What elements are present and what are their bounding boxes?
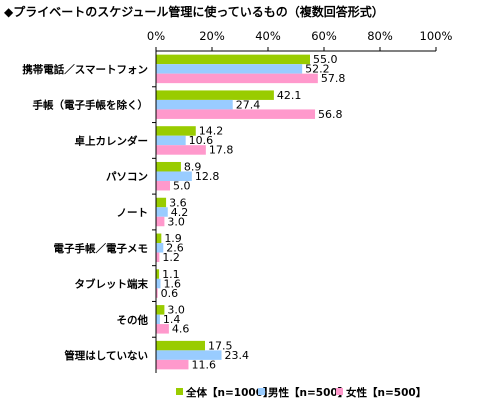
bar [156,324,169,334]
value-label: 0.6 [161,287,179,300]
value-label: 4.6 [172,323,190,336]
x-tick-label: 80% [367,29,393,43]
category-label: タブレット端末 [75,278,149,291]
value-label: 5.0 [173,179,191,192]
value-label: 56.8 [318,108,343,121]
value-label: 52.2 [305,63,330,76]
bar [156,233,162,244]
value-label: 12.8 [195,170,220,183]
value-label: 23.4 [225,349,250,362]
value-label: 1.4 [163,313,181,326]
bar [156,243,164,253]
bar [156,252,160,263]
value-label: 1.1 [162,268,180,281]
category-label: 卓上カレンダー [75,134,149,147]
category-label: 管理はしていない [64,349,148,362]
value-label: 1.9 [164,232,182,245]
x-tick-label: 60% [311,29,337,43]
bar [156,288,158,298]
value-label: 42.1 [277,89,302,102]
value-label: 2.6 [166,242,184,255]
bar [156,145,206,155]
bar [156,99,233,110]
bar [156,73,318,84]
bar [156,126,196,136]
legend-swatch [176,388,183,395]
value-label: 17.8 [209,144,234,157]
legend-swatch [258,388,265,395]
category-label: その他 [117,313,149,326]
bar [156,197,167,208]
bar [156,350,222,360]
category-label: ノート [117,207,149,219]
legend-swatch [336,388,343,395]
value-label: 3.0 [167,215,185,228]
x-tick-label: 20% [199,29,225,43]
value-label: 10.6 [189,134,214,147]
bar [156,278,161,289]
value-label: 4.2 [171,206,189,219]
bar [156,90,274,100]
category-label: 携帯電話／スマートフォン [22,63,148,76]
bar [156,359,189,370]
bar [156,305,165,315]
bar [156,161,181,172]
category-label: 電子手帳／電子メモ [54,242,149,255]
chart-title: ◆プライベートのスケジュール管理に使っているもの（複数回答形式） [4,5,384,19]
bar [156,207,168,217]
category-label: パソコン [106,171,148,183]
value-label: 11.6 [191,358,216,371]
value-label: 3.0 [167,304,185,317]
bar [156,340,205,351]
value-label: 8.9 [184,160,202,173]
value-label: 27.4 [236,98,261,111]
category-label: 手帳（電子手帳を除く） [33,99,149,112]
bar [156,54,310,65]
bar [156,109,316,119]
legend-label: 女性【n=500】 [346,386,426,399]
value-label: 55.0 [313,53,338,66]
bar [156,314,160,325]
value-label: 14.2 [199,125,224,138]
bar [156,180,170,191]
legend-label: 全体【n=1000】 [185,386,274,399]
x-tick-label: 100% [420,29,453,43]
x-tick-label: 40% [255,29,281,43]
value-label: 1.2 [162,251,180,264]
legend-label: 男性【n=500】 [268,386,348,399]
bar [156,216,165,227]
bar [156,171,192,181]
value-label: 17.5 [208,339,233,352]
value-label: 3.6 [169,196,187,209]
bar [156,64,303,74]
value-label: 1.6 [163,277,181,290]
bar [156,135,186,146]
value-label: 57.8 [321,72,346,85]
bar [156,269,160,279]
x-tick-label: 0% [147,29,165,43]
